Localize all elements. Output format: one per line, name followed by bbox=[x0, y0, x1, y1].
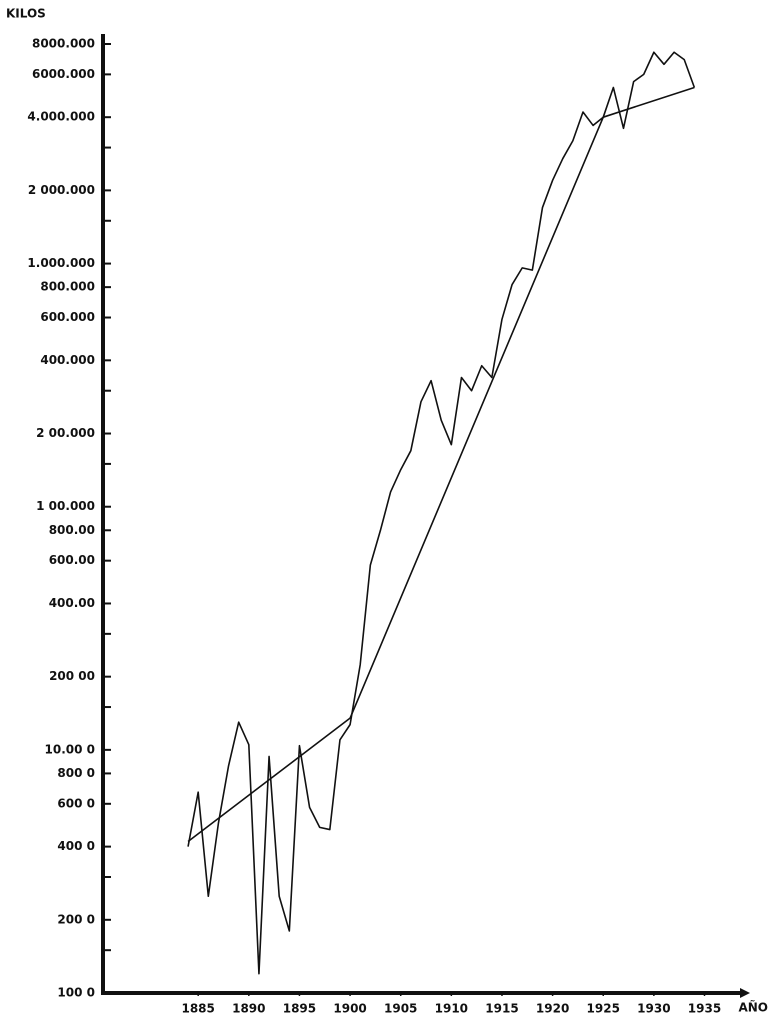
y-tick-label: 6000.000 bbox=[32, 67, 95, 81]
y-tick-label: 2 00.000 bbox=[36, 426, 95, 440]
y-tick-label: 2 000.000 bbox=[28, 183, 95, 197]
x-tick-label: 1890 bbox=[232, 1002, 265, 1016]
data-line bbox=[187, 51, 696, 975]
y-tick-label: 100 0 bbox=[57, 986, 95, 1000]
x-tick-label: 1915 bbox=[485, 1002, 518, 1016]
y-tick-label: 1 00.000 bbox=[36, 499, 95, 513]
y-axis-label: KILOS bbox=[6, 7, 46, 21]
data-line bbox=[187, 86, 695, 843]
y-tick-label: 200 0 bbox=[57, 912, 95, 926]
y-tick-label: 4.000.000 bbox=[27, 110, 95, 124]
x-tick-label: 1895 bbox=[283, 1002, 316, 1016]
x-axis-label: AÑO bbox=[738, 1000, 768, 1015]
x-tick-label: 1930 bbox=[637, 1002, 670, 1016]
y-tick-label: 400 0 bbox=[57, 839, 95, 853]
x-tick-label: 1935 bbox=[688, 1002, 721, 1016]
y-tick-label: 400.00 bbox=[49, 596, 95, 610]
x-tick-label: 1925 bbox=[587, 1002, 620, 1016]
x-tick-label: 1885 bbox=[181, 1002, 214, 1016]
y-tick-label: 800 0 bbox=[57, 766, 95, 780]
x-tick-label: 1920 bbox=[536, 1002, 569, 1016]
y-tick-label: 600.00 bbox=[49, 553, 95, 567]
x-tick-label: 1910 bbox=[435, 1002, 468, 1016]
y-tick-label: 8000.000 bbox=[32, 37, 95, 51]
y-tick-label: 800.00 bbox=[49, 523, 95, 537]
y-tick-label: 600 0 bbox=[57, 796, 95, 810]
x-tick-label: 1900 bbox=[333, 1002, 366, 1016]
y-tick-label: 800.000 bbox=[40, 280, 95, 294]
x-tick-label: 1905 bbox=[384, 1002, 417, 1016]
y-tick-label: 200 00 bbox=[49, 669, 95, 683]
y-tick-label: 10.00 0 bbox=[45, 742, 95, 756]
y-tick-label: 600.000 bbox=[40, 310, 95, 324]
y-tick-label: 400.000 bbox=[40, 353, 95, 367]
y-tick-label: 1.000.000 bbox=[27, 256, 95, 270]
x-axis-arrow bbox=[740, 988, 750, 998]
